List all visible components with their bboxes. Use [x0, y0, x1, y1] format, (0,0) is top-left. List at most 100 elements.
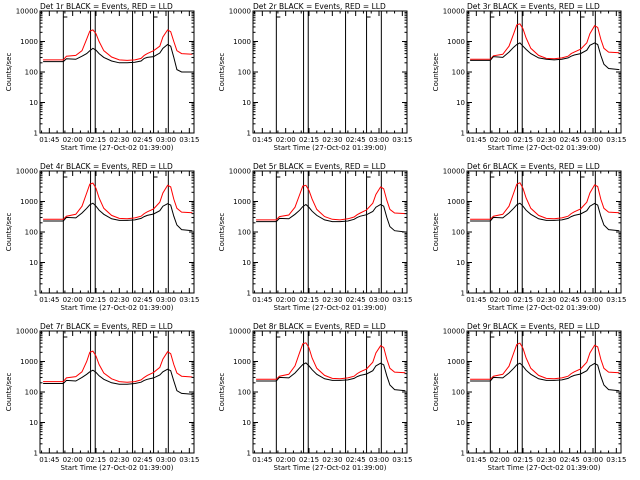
x-tick-label: 02:30	[109, 136, 129, 144]
y-tick-label: 10	[242, 259, 251, 267]
y-tick-label: 1	[461, 290, 465, 298]
series-events-line	[256, 203, 406, 233]
series-events-line	[43, 202, 193, 232]
y-tick-label: 10000	[229, 8, 251, 16]
y-tick-label: 10000	[443, 328, 465, 336]
series-lld-line	[43, 182, 193, 220]
x-tick-label: 01:45	[39, 296, 59, 304]
y-axis-label: Counts/sec	[432, 213, 440, 252]
series-events-line	[43, 368, 193, 395]
series-events-line	[470, 362, 620, 392]
y-axis-label: Counts/sec	[218, 213, 226, 252]
panel-2: Det 2r BLACK = Events, RED = LLD 1 10 100 10…	[218, 2, 412, 152]
x-axis-label: Start Time (27-Oct-02 01:39:00)	[274, 464, 387, 472]
y-tick-label: 1000	[20, 38, 38, 46]
x-tick-label: 02:30	[536, 456, 556, 464]
x-tick-label: 02:30	[322, 456, 342, 464]
x-axis-label: Start Time (27-Oct-02 01:39:00)	[61, 464, 174, 472]
series-lld-line	[470, 23, 620, 60]
y-tick-label: 100	[25, 229, 38, 237]
x-tick-label: 02:00	[276, 296, 296, 304]
x-tick-label: 02:30	[536, 296, 556, 304]
y-tick-label: 10000	[16, 8, 38, 16]
x-axis-label: Start Time (27-Oct-02 01:39:00)	[61, 304, 174, 312]
x-tick-label: 03:00	[369, 136, 389, 144]
y-tick-label: 1	[34, 290, 38, 298]
x-axis-label: Start Time (27-Oct-02 01:39:00)	[274, 304, 387, 312]
y-tick-label: 10	[242, 419, 251, 427]
x-tick-label: 03:00	[583, 136, 603, 144]
series-lld-line	[470, 182, 620, 220]
y-tick-label: 1000	[233, 358, 251, 366]
x-tick-label: 03:00	[369, 296, 389, 304]
x-axis-label: Start Time (27-Oct-02 01:39:00)	[488, 144, 601, 152]
y-tick-label: 10	[242, 99, 251, 107]
x-tick-label: 02:15	[86, 296, 106, 304]
y-tick-label: 1	[247, 290, 251, 298]
x-tick-label: 01:45	[39, 456, 59, 464]
y-tick-label: 1000	[447, 38, 465, 46]
panel-9: Det 9r BLACK = Events, RED = LLD 1 10 100 10…	[432, 322, 626, 472]
panel-6: Det 6r BLACK = Events, RED = LLD 1 10 100 10…	[432, 162, 626, 312]
y-tick-label: 1000	[20, 198, 38, 206]
x-tick-label: 02:30	[536, 136, 556, 144]
panel-title: Det 1r BLACK = Events, RED = LLD	[40, 2, 173, 11]
x-tick-label: 02:00	[490, 296, 510, 304]
x-tick-label: 03:15	[606, 456, 626, 464]
x-tick-label: 02:00	[490, 136, 510, 144]
x-tick-label: 02:45	[133, 456, 153, 464]
panel-title: Det 9r BLACK = Events, RED = LLD	[467, 322, 600, 331]
y-tick-label: 100	[238, 229, 251, 237]
y-tick-label: 10000	[229, 328, 251, 336]
y-tick-label: 1000	[233, 38, 251, 46]
y-tick-label: 100	[238, 69, 251, 77]
panel-title: Det 5r BLACK = Events, RED = LLD	[253, 162, 386, 171]
panel-title: Det 8r BLACK = Events, RED = LLD	[253, 322, 386, 331]
x-tick-label: 02:00	[63, 296, 83, 304]
y-tick-label: 100	[452, 389, 465, 397]
x-tick-label: 03:15	[392, 456, 412, 464]
y-tick-label: 1	[247, 450, 251, 458]
x-axis-label: Start Time (27-Oct-02 01:39:00)	[274, 144, 387, 152]
y-tick-label: 1000	[233, 198, 251, 206]
x-tick-label: 01:45	[252, 136, 272, 144]
y-tick-label: 1000	[20, 358, 38, 366]
y-tick-label: 100	[25, 69, 38, 77]
y-tick-label: 1	[34, 450, 38, 458]
y-tick-label: 10000	[229, 168, 251, 176]
x-tick-label: 03:00	[369, 456, 389, 464]
panel-4: Det 4r BLACK = Events, RED = LLD 1 10 100 10…	[5, 162, 199, 312]
y-tick-label: 1	[461, 130, 465, 138]
panel-8: Det 8r BLACK = Events, RED = LLD 1 10 100 10…	[218, 322, 412, 472]
series-lld-line	[43, 29, 193, 61]
x-tick-label: 02:15	[86, 136, 106, 144]
panel-title: Det 6r BLACK = Events, RED = LLD	[467, 162, 600, 171]
x-tick-label: 03:00	[156, 136, 176, 144]
y-tick-label: 10	[456, 259, 465, 267]
x-tick-label: 02:15	[299, 456, 319, 464]
x-tick-label: 02:45	[560, 136, 580, 144]
y-axis-label: Counts/sec	[5, 213, 13, 252]
x-tick-label: 03:15	[179, 296, 199, 304]
y-tick-label: 1000	[447, 358, 465, 366]
panel-title: Det 3r BLACK = Events, RED = LLD	[467, 2, 600, 11]
y-tick-label: 100	[452, 229, 465, 237]
y-tick-label: 1	[34, 130, 38, 138]
x-tick-label: 01:45	[466, 456, 486, 464]
x-tick-label: 02:00	[63, 136, 83, 144]
series-events-line	[43, 43, 193, 73]
y-tick-label: 1	[461, 450, 465, 458]
panel-3: Det 3r BLACK = Events, RED = LLD 1 10 100 10…	[432, 2, 626, 152]
y-tick-label: 1000	[447, 198, 465, 206]
panel-title: Det 2r BLACK = Events, RED = LLD	[253, 2, 386, 11]
x-tick-label: 02:00	[490, 456, 510, 464]
y-tick-label: 1	[247, 130, 251, 138]
x-tick-label: 03:15	[606, 296, 626, 304]
y-tick-label: 10000	[443, 8, 465, 16]
y-tick-label: 10000	[16, 328, 38, 336]
y-axis-label: Counts/sec	[5, 373, 13, 412]
series-events-line	[470, 202, 620, 232]
x-tick-label: 01:45	[466, 136, 486, 144]
x-axis-label: Start Time (27-Oct-02 01:39:00)	[488, 464, 601, 472]
